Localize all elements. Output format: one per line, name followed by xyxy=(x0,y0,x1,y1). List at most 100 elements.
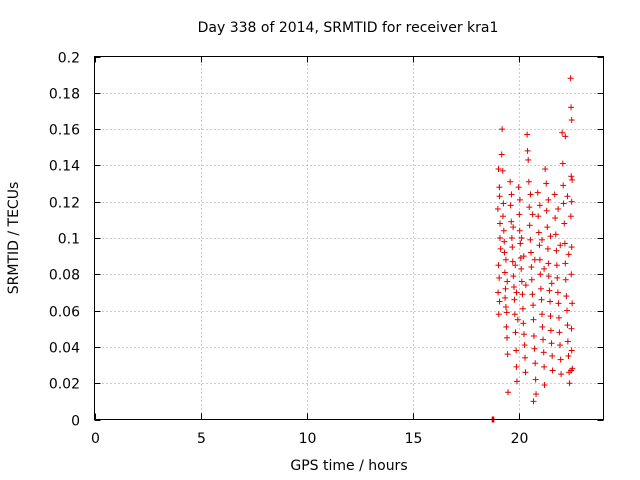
x-tick-label: 10 xyxy=(299,431,317,447)
data-point xyxy=(536,242,543,249)
data-point xyxy=(518,265,525,272)
data-point xyxy=(501,249,508,256)
data-point xyxy=(529,211,536,218)
data-point xyxy=(503,309,510,316)
data-point xyxy=(564,193,571,200)
data-point xyxy=(508,191,515,198)
data-point xyxy=(565,352,572,359)
data-point xyxy=(545,260,552,267)
data-point xyxy=(503,323,510,330)
data-point xyxy=(544,224,551,231)
data-point xyxy=(520,253,527,260)
data-point xyxy=(511,284,518,291)
data-point xyxy=(511,296,518,303)
data-point xyxy=(522,282,529,289)
data-point xyxy=(508,218,515,225)
data-point xyxy=(547,233,554,240)
data-point xyxy=(513,378,520,385)
data-point xyxy=(535,229,542,236)
data-point xyxy=(510,224,517,231)
y-tick-label: 0.04 xyxy=(49,341,80,357)
data-point xyxy=(547,298,554,305)
data-point xyxy=(538,311,545,318)
data-point xyxy=(518,235,525,241)
data-point xyxy=(509,258,516,265)
data-point xyxy=(509,244,516,251)
data-point xyxy=(502,303,509,310)
y-axis-label: SRMTID / TECUs xyxy=(6,182,22,295)
data-point xyxy=(557,342,564,349)
data-point xyxy=(568,198,575,205)
data-point xyxy=(501,269,508,276)
data-point xyxy=(540,349,547,356)
data-point xyxy=(522,369,529,376)
data-point xyxy=(531,256,538,263)
data-point xyxy=(566,380,573,387)
data-point xyxy=(524,131,531,138)
y-tick-label: 0.14 xyxy=(49,159,80,175)
data-point xyxy=(530,316,537,323)
data-point xyxy=(562,276,569,283)
y-tick-label: 0.02 xyxy=(49,377,80,393)
data-point xyxy=(541,265,548,272)
data-point xyxy=(494,205,501,212)
data-point xyxy=(567,213,574,220)
data-point xyxy=(562,133,569,140)
data-point xyxy=(522,354,529,361)
data-point xyxy=(547,313,554,320)
x-tick-label: 0 xyxy=(91,431,100,447)
data-point xyxy=(527,249,534,256)
data-point xyxy=(547,327,554,334)
chart-title: Day 338 of 2014, SRMTID for receiver kra… xyxy=(198,20,499,36)
data-point xyxy=(536,256,543,263)
data-point xyxy=(524,147,531,154)
data-point xyxy=(549,367,556,374)
data-point xyxy=(530,333,537,340)
data-point xyxy=(553,262,560,269)
data-point xyxy=(553,247,560,254)
data-point xyxy=(554,289,561,296)
data-point xyxy=(567,75,574,82)
data-point xyxy=(508,235,515,241)
data-point xyxy=(549,352,556,359)
data-point xyxy=(496,274,503,281)
y-tick-label: 0.18 xyxy=(49,87,80,103)
data-point xyxy=(526,222,533,229)
data-point xyxy=(507,178,514,185)
data-point xyxy=(520,331,527,338)
data-point xyxy=(538,236,545,243)
data-point xyxy=(568,173,575,180)
data-point xyxy=(526,204,533,211)
data-point xyxy=(534,189,541,196)
data-point xyxy=(559,129,566,136)
data-point xyxy=(530,302,537,309)
data-point xyxy=(545,273,552,280)
data-point xyxy=(535,213,542,220)
data-point xyxy=(504,278,511,285)
data-point xyxy=(496,193,503,200)
data-point xyxy=(556,329,563,336)
data-point xyxy=(568,347,575,354)
data-point xyxy=(561,240,568,247)
x-tick-label: 15 xyxy=(405,431,423,447)
data-point xyxy=(521,342,528,349)
x-tick-label: 20 xyxy=(511,431,529,447)
data-point xyxy=(504,351,511,358)
data-point xyxy=(532,376,539,383)
data-point xyxy=(525,178,532,185)
data-point xyxy=(569,365,576,372)
data-point xyxy=(541,363,548,370)
data-point xyxy=(497,235,504,241)
data-point xyxy=(569,176,576,183)
data-point xyxy=(511,311,518,318)
data-point xyxy=(495,289,502,296)
data-point xyxy=(548,280,555,287)
grid-lines xyxy=(94,56,604,420)
data-point xyxy=(555,314,562,321)
data-point xyxy=(537,271,544,278)
data-point xyxy=(569,300,576,307)
data-point xyxy=(505,389,512,396)
data-point xyxy=(519,291,526,298)
data-point xyxy=(538,296,545,303)
data-point xyxy=(552,215,559,222)
